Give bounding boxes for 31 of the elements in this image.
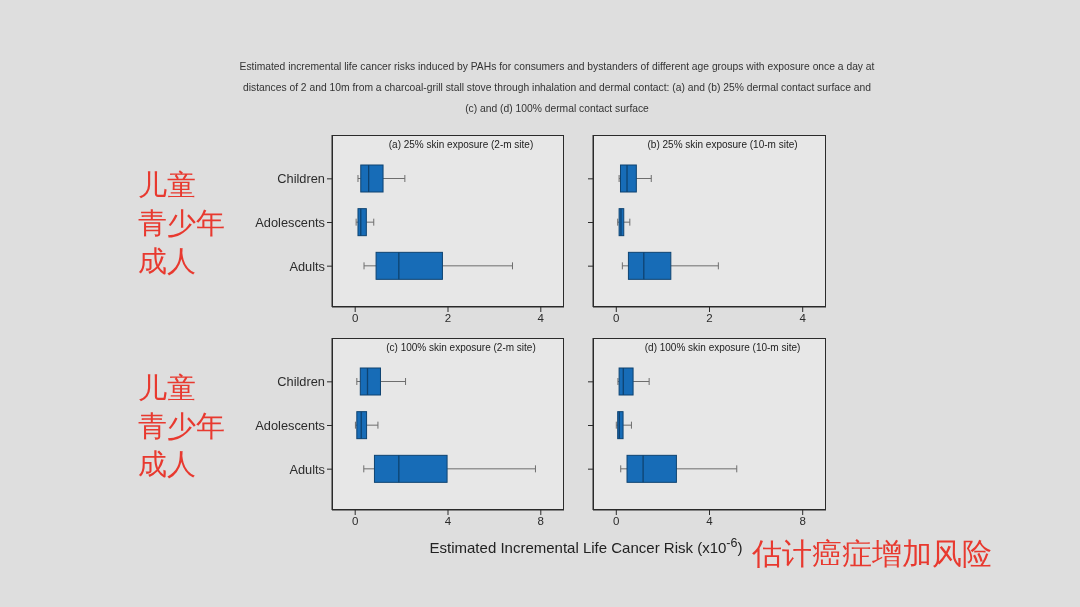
y-tick-label: Adolescents — [255, 215, 325, 231]
y-tick-label: Children — [277, 171, 325, 187]
x-tick-label: 8 — [537, 515, 544, 528]
x-tick-label: 4 — [444, 515, 452, 528]
x-tick-label: 2 — [444, 312, 452, 325]
x-axis-title: Estimated Incremental Life Cancer Risk (x10$^{-6}$) — [429, 536, 743, 556]
text: 成人 — [138, 446, 197, 483]
text: 成人 — [138, 243, 197, 280]
text: 估计癌症增加风险 — [752, 536, 992, 572]
x-tick-label: 4 — [706, 515, 714, 528]
y-tick-label: Adults — [289, 461, 325, 477]
x-tick-label: 0 — [613, 312, 620, 325]
chart-title: (c) 100% skin exposure (2-m site) — [385, 342, 537, 354]
x-tick-label: 2 — [706, 312, 713, 325]
text: 儿童 — [138, 370, 197, 407]
y-tick-label: Children — [277, 374, 325, 390]
text: Estimated incremental life cancer risks induced by PAHs for consumers and bystanders of different age groups with exposure once a day at distances of 2 and 10m from a charcoal-grill stall stove through inhalation and dermal contact: (a) and (b) 25% dermal contact surface and (c) and (d) 100% dermal contact surface — [238, 60, 876, 116]
chart-title: (b) 25% skin exposure (10-m site) — [646, 139, 799, 151]
x-tick-label: 8 — [799, 515, 806, 528]
x-tick-label: 4 — [537, 312, 545, 325]
x-tick-label: 0 — [352, 312, 359, 325]
x-tick-label: 0 — [613, 515, 620, 528]
text: 青少年 — [138, 408, 225, 445]
x-tick-label: 4 — [799, 312, 807, 325]
x-tick-label: 0 — [352, 515, 359, 528]
text: 青少年 — [138, 205, 225, 242]
y-tick-label: Adolescents — [255, 418, 325, 434]
chart-title: (d) 100% skin exposure (10-m site) — [643, 342, 802, 354]
chart-title: (a) 25% skin exposure (2-m site) — [387, 139, 535, 151]
y-tick-label: Adults — [289, 258, 325, 274]
text: 儿童 — [138, 167, 197, 204]
